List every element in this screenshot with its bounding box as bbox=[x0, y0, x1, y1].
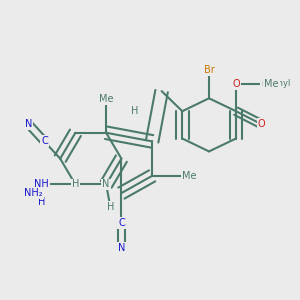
Text: C: C bbox=[41, 136, 48, 146]
Text: Me: Me bbox=[99, 94, 113, 104]
Text: Me: Me bbox=[264, 79, 279, 89]
Text: Br: Br bbox=[204, 64, 214, 75]
Text: NH: NH bbox=[34, 179, 49, 190]
Text: H: H bbox=[38, 197, 46, 207]
Text: O: O bbox=[232, 79, 240, 89]
Text: N: N bbox=[118, 243, 125, 253]
Text: Me: Me bbox=[182, 171, 196, 181]
Text: H: H bbox=[72, 179, 79, 190]
Text: methyl: methyl bbox=[261, 80, 291, 88]
Text: C: C bbox=[118, 218, 125, 228]
Text: N: N bbox=[25, 119, 32, 129]
Text: H: H bbox=[131, 106, 139, 116]
Text: N: N bbox=[103, 179, 110, 190]
Text: NH₂: NH₂ bbox=[24, 188, 43, 198]
Text: O: O bbox=[257, 119, 265, 129]
Text: H: H bbox=[107, 202, 114, 212]
